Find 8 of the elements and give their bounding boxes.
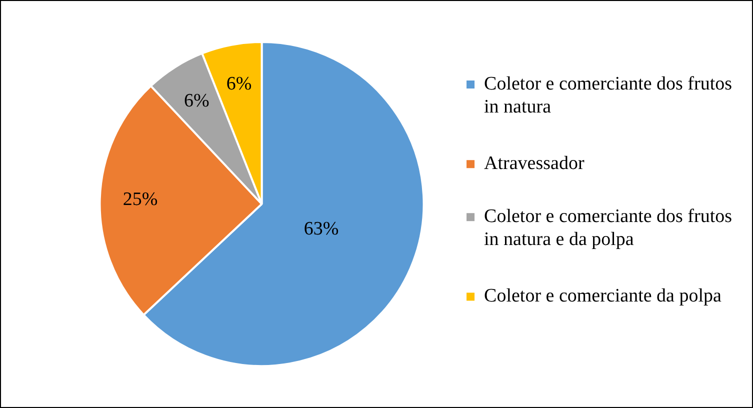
legend-label: Coletor e comerciante da polpa: [484, 286, 722, 307]
legend-label: Atravessador: [484, 153, 585, 174]
data-label: 6%: [226, 74, 252, 95]
data-label: 6%: [184, 90, 210, 112]
legend-label: Coletor e comerciante dos frutos in natura: [484, 73, 732, 118]
data-label: 25%: [122, 189, 158, 210]
data-label: 63%: [304, 218, 339, 240]
legend-label: Coletor e comerciante dos frutos in natura e da polpa: [484, 206, 732, 250]
